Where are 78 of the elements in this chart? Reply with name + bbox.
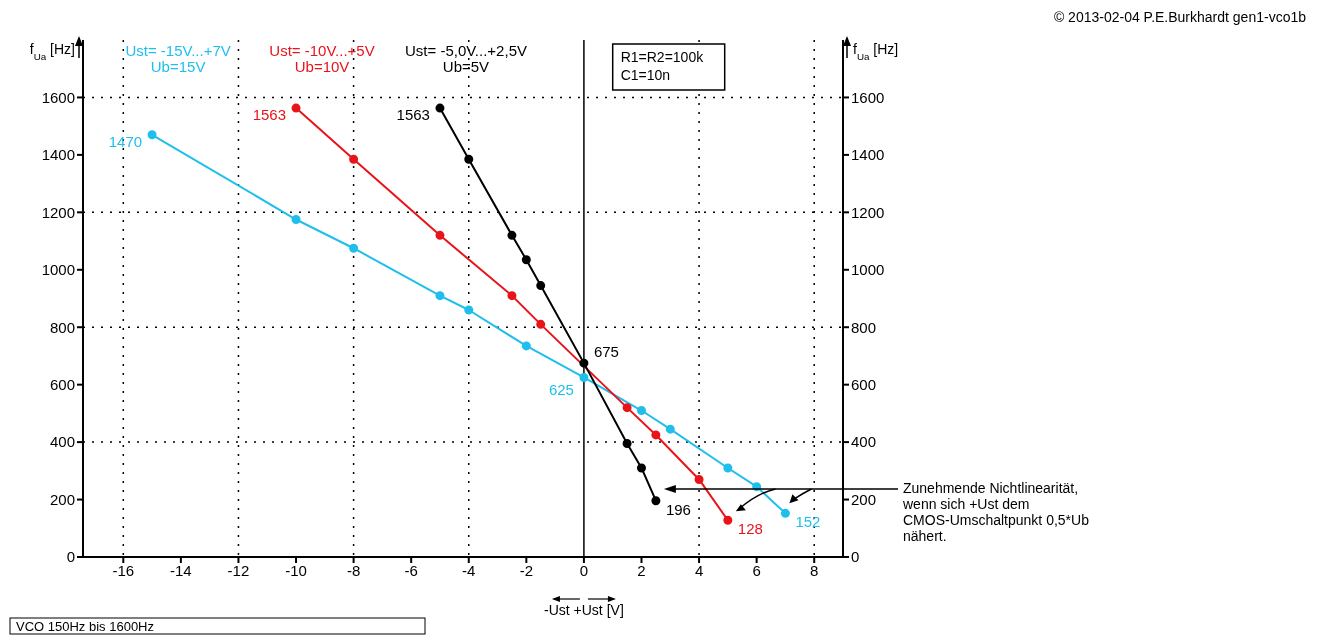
y-tick-label: 1200 — [41, 203, 75, 221]
data-label: 128 — [737, 520, 763, 538]
point — [536, 319, 546, 329]
y-axis-title: f$_{Ua}$ [Hz] — [29, 41, 75, 62]
point — [507, 291, 517, 301]
y-tick-label: 1400 — [41, 146, 75, 164]
point — [349, 154, 359, 164]
point — [694, 474, 704, 484]
point — [435, 291, 445, 301]
text: © 2013-02-04 P.E.Burkhardt gen1-vco1b — [1053, 9, 1307, 25]
x-tick-label: -14 — [170, 561, 192, 579]
text: Ust= -15V...+7V Ub=15V — [125, 42, 231, 75]
x-tick-label: 2 — [637, 561, 646, 579]
x-tick-label: -10 — [285, 561, 307, 579]
data-label: 196 — [665, 500, 691, 518]
y-tick-label: 0 — [66, 548, 75, 566]
point — [291, 103, 301, 113]
text: Ust= -5,0V...+2,5V Ub=5V — [404, 42, 527, 75]
text: VCO 150Hz bis 1600Hz — [16, 619, 155, 634]
x-tick-label: 6 — [752, 561, 761, 579]
y-tick-label: 1600 — [41, 88, 75, 106]
data-label: 152 — [795, 513, 821, 531]
x-tick-label: -4 — [462, 561, 476, 579]
data-label: 625 — [548, 381, 574, 399]
point — [723, 515, 733, 525]
point — [636, 463, 646, 473]
data-label: 1563 — [252, 106, 287, 124]
point — [507, 230, 517, 240]
point — [622, 403, 632, 413]
x-axis-title: -Ust +Ust [V] — [544, 602, 624, 618]
y2-tick-label: 0 — [851, 548, 860, 566]
y2-axis-title: f$_{Ua}$ [Hz] — [853, 41, 899, 62]
data-label: 1470 — [108, 132, 143, 150]
x-tick-label: -8 — [346, 561, 361, 579]
y2-tick-label: 1200 — [851, 203, 885, 221]
point — [349, 243, 359, 253]
x-tick-label: -6 — [404, 561, 418, 579]
point — [651, 430, 661, 440]
point — [780, 508, 790, 518]
y-tick-label: 400 — [49, 433, 75, 451]
point — [536, 281, 546, 291]
y-tick-label: 200 — [49, 490, 75, 508]
x-tick-label: 4 — [694, 561, 704, 579]
point — [579, 358, 589, 368]
text: Zunehmende Nichtlinearität, wenn sich +Ust dem CMOS-Umschaltpunkt 0,5*Ub nähert. — [902, 480, 1090, 544]
y2-tick-label: 1000 — [851, 261, 885, 279]
x-tick-label: -16 — [112, 561, 135, 579]
point — [521, 255, 531, 265]
x-tick-label: -12 — [227, 561, 250, 579]
y-tick-label: 800 — [49, 318, 75, 336]
y2-tick-label: 200 — [851, 490, 877, 508]
point — [291, 215, 301, 225]
annotation: R1=R2=100k C1=10n — [620, 49, 705, 83]
x-tick-label: -2 — [519, 561, 534, 579]
point — [464, 154, 474, 164]
x-tick-label: 0 — [579, 561, 589, 579]
point — [651, 496, 661, 506]
data-label: 675 — [593, 343, 619, 361]
point — [464, 305, 474, 315]
y-tick-label: 600 — [49, 375, 75, 393]
y2-tick-label: 800 — [851, 318, 877, 336]
point — [147, 130, 157, 140]
y2-tick-label: 1400 — [851, 146, 885, 164]
point — [435, 103, 445, 113]
point — [521, 341, 531, 351]
text: Ust= -10V...+5V Ub=10V — [269, 42, 375, 75]
point — [622, 439, 632, 449]
y2-tick-label: 1600 — [851, 88, 885, 106]
point — [579, 372, 589, 382]
y2-tick-label: 600 — [851, 375, 877, 393]
x-tick-label: 8 — [810, 561, 819, 579]
point — [435, 230, 445, 240]
point — [665, 424, 675, 434]
point — [636, 406, 646, 416]
point — [723, 463, 733, 473]
y-tick-label: 1000 — [41, 261, 75, 279]
y2-tick-label: 400 — [851, 433, 877, 451]
data-label: 1563 — [396, 106, 430, 124]
